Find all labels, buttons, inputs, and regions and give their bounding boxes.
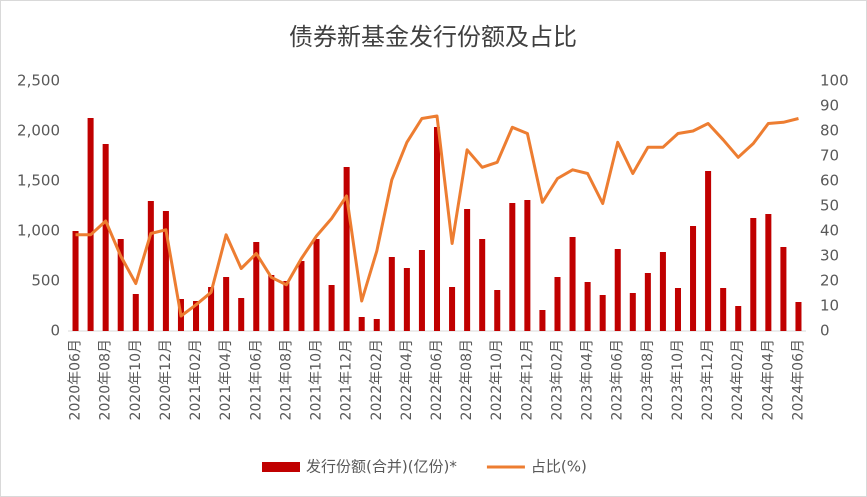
y-tick-label: 2,500 bbox=[17, 72, 60, 90]
y2-tick-label: 10 bbox=[820, 297, 839, 315]
y-tick-label: 1,500 bbox=[17, 172, 60, 190]
bar bbox=[102, 144, 109, 331]
bar bbox=[268, 275, 275, 331]
bar bbox=[614, 249, 621, 331]
bar bbox=[208, 287, 215, 331]
bar bbox=[494, 290, 501, 331]
bar bbox=[765, 214, 772, 331]
x-tick-label: 2020年12月 bbox=[158, 339, 174, 420]
bar bbox=[147, 201, 154, 331]
bar bbox=[584, 282, 591, 331]
bar bbox=[644, 273, 651, 331]
bar bbox=[735, 306, 742, 331]
y-tick-label: 2,000 bbox=[17, 122, 60, 140]
bar bbox=[629, 293, 636, 331]
y-tick-label: 500 bbox=[31, 272, 60, 290]
bar bbox=[554, 277, 561, 331]
x-tick-label: 2024年06月 bbox=[790, 339, 806, 420]
y2-tick-label: 50 bbox=[820, 197, 839, 215]
bar bbox=[674, 288, 681, 331]
bar bbox=[343, 167, 350, 331]
x-tick-label: 2022年04月 bbox=[399, 339, 415, 420]
bar bbox=[388, 257, 395, 331]
bar bbox=[313, 239, 320, 331]
bar bbox=[599, 295, 606, 331]
bar bbox=[795, 302, 802, 331]
bar bbox=[132, 294, 139, 331]
line bbox=[75, 114, 799, 318]
bar bbox=[253, 242, 260, 331]
y2-tick-label: 70 bbox=[820, 147, 839, 165]
y2-tick-label: 30 bbox=[820, 247, 839, 265]
bar bbox=[569, 237, 576, 331]
legend-label: 发行份额(合并)(亿份)* bbox=[306, 458, 457, 476]
x-tick-label: 2021年08月 bbox=[278, 339, 294, 420]
y2-tick-label: 80 bbox=[820, 122, 839, 140]
y2-tick-label: 40 bbox=[820, 222, 839, 240]
x-tick-label: 2022年12月 bbox=[519, 339, 535, 420]
x-tick-label: 2022年06月 bbox=[429, 339, 445, 420]
x-tick-label: 2024年02月 bbox=[730, 339, 746, 420]
bar bbox=[358, 317, 365, 331]
bar bbox=[87, 118, 94, 331]
chart-title: 债券新基金发行份额及占比 bbox=[289, 23, 577, 51]
bar bbox=[690, 226, 697, 331]
x-tick-label: 2020年08月 bbox=[98, 339, 114, 420]
y2-tick-label: 0 bbox=[820, 322, 830, 340]
legend-label: 占比(%) bbox=[531, 458, 587, 476]
x-tick-label: 2023年08月 bbox=[640, 339, 656, 420]
x-tick-label: 2022年08月 bbox=[459, 339, 475, 420]
bar bbox=[720, 288, 727, 331]
y2-tick-label: 60 bbox=[820, 172, 839, 190]
bar bbox=[705, 171, 712, 331]
bar bbox=[479, 239, 486, 331]
x-tick-label: 2022年02月 bbox=[369, 339, 385, 420]
x-tick-label: 2022年10月 bbox=[489, 339, 505, 420]
bar bbox=[223, 277, 230, 331]
y-tick-label: 1,000 bbox=[17, 222, 60, 240]
x-tick-label: 2021年02月 bbox=[188, 339, 204, 420]
bar bbox=[509, 203, 516, 331]
x-tick-label: 2023年12月 bbox=[700, 339, 716, 420]
x-tick-label: 2020年06月 bbox=[68, 339, 84, 420]
bar bbox=[464, 209, 471, 331]
x-tick-label: 2020年10月 bbox=[128, 339, 144, 420]
x-tick-label: 2023年04月 bbox=[580, 339, 596, 420]
x-tick-label: 2023年06月 bbox=[610, 339, 626, 420]
y2-tick-label: 20 bbox=[820, 272, 839, 290]
bar bbox=[449, 287, 456, 331]
x-tick-label: 2021年12月 bbox=[339, 339, 355, 420]
y-tick-label: 0 bbox=[50, 322, 60, 340]
bar bbox=[524, 200, 531, 331]
x-tick-label: 2024年04月 bbox=[760, 339, 776, 420]
bar bbox=[418, 250, 425, 331]
x-tick-label: 2021年10月 bbox=[309, 339, 325, 420]
bar bbox=[72, 231, 79, 331]
bar bbox=[283, 281, 290, 331]
bar bbox=[433, 127, 441, 331]
legend-swatch bbox=[262, 462, 300, 472]
bar bbox=[162, 211, 169, 331]
bar bbox=[117, 239, 124, 331]
bar bbox=[539, 310, 546, 331]
bar bbox=[750, 218, 757, 331]
bar bbox=[193, 301, 200, 331]
bar bbox=[403, 268, 410, 331]
y2-tick-label: 100 bbox=[820, 72, 849, 90]
bar bbox=[298, 261, 305, 331]
bar bbox=[373, 319, 380, 331]
x-tick-label: 2021年06月 bbox=[248, 339, 264, 420]
bar bbox=[659, 252, 666, 331]
y2-tick-label: 90 bbox=[820, 97, 839, 115]
x-tick-label: 2023年02月 bbox=[549, 339, 565, 420]
bar bbox=[328, 285, 335, 331]
x-tick-label: 2023年10月 bbox=[670, 339, 686, 420]
bar bbox=[238, 298, 245, 331]
x-tick-label: 2021年04月 bbox=[218, 339, 234, 420]
bar bbox=[780, 247, 787, 331]
